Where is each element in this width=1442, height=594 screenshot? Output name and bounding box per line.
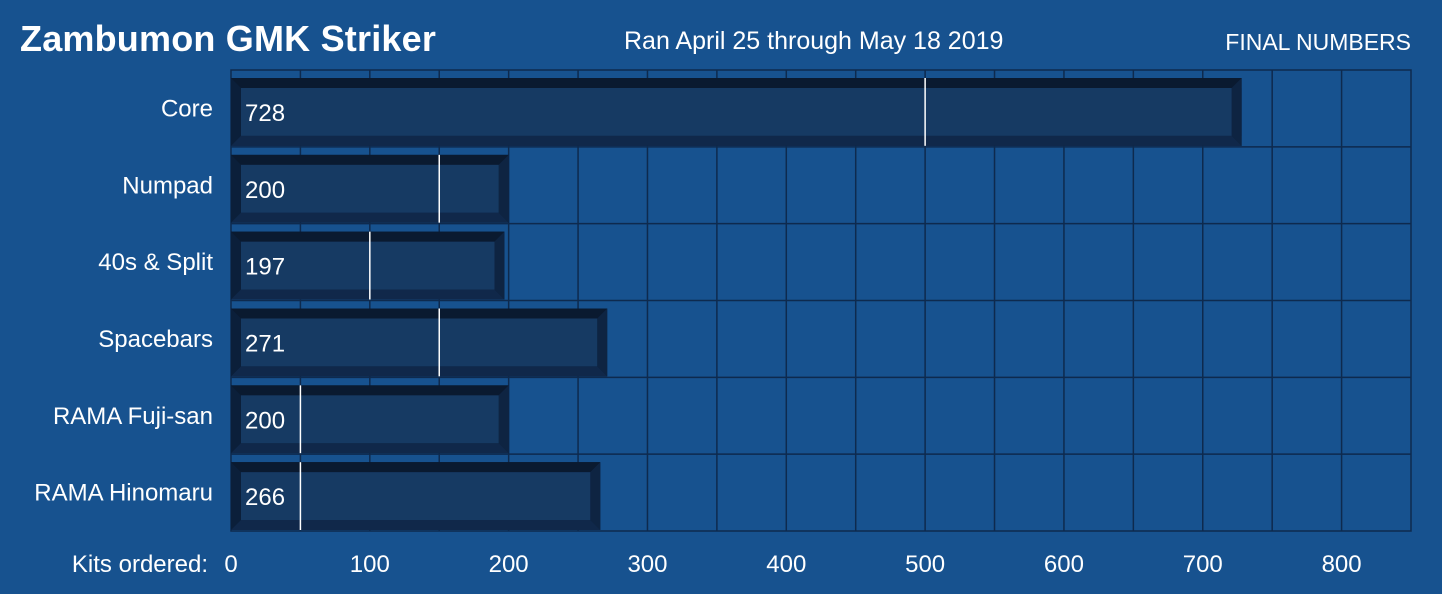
bar-face <box>241 241 495 290</box>
bar-bevel-right <box>590 462 601 530</box>
bar-value-label: 271 <box>245 330 285 357</box>
bar-bevel-right <box>494 231 505 300</box>
bar-bevel-right <box>498 154 509 223</box>
category-label: 40s & Split <box>98 249 213 276</box>
bar-value-label: 197 <box>245 254 285 281</box>
x-tick-label: 300 <box>627 551 667 578</box>
bar-bevel-bottom <box>231 135 1242 146</box>
chart-title: Zambumon GMK Striker <box>20 18 437 59</box>
bar-face <box>241 318 598 367</box>
x-tick-label: 100 <box>350 551 390 578</box>
x-tick-label: 800 <box>1322 551 1362 578</box>
bar-value-label: 200 <box>245 407 285 434</box>
x-tick-label: 500 <box>905 551 945 578</box>
bar-bevel-bottom <box>231 366 608 377</box>
bar-value-label: 266 <box>245 484 285 511</box>
bar-value-label: 200 <box>245 177 285 204</box>
x-tick-label: 600 <box>1044 551 1084 578</box>
category-label: Spacebars <box>98 326 213 353</box>
bar-face <box>241 472 591 520</box>
bar-bevel-right <box>498 385 509 454</box>
x-tick-label: 700 <box>1183 551 1223 578</box>
bar-bevel-bottom <box>231 212 509 223</box>
bar-face <box>241 164 499 213</box>
category-label: Numpad <box>122 172 213 199</box>
bar-value-label: 728 <box>245 100 285 127</box>
category-label: RAMA Fuji-san <box>53 403 213 430</box>
bar-bevel-right <box>1231 78 1242 146</box>
bar-bevel-top <box>231 154 509 165</box>
x-tick-label: 200 <box>489 551 529 578</box>
x-tick-label: 0 <box>224 551 237 578</box>
x-axis-title: Kits ordered: <box>72 551 208 578</box>
bar-bevel-bottom <box>231 520 601 530</box>
bar-bevel-top <box>231 462 601 473</box>
bar-bevel-top <box>231 308 608 319</box>
bar-bevel-top <box>231 231 505 242</box>
category-label: Core <box>161 95 213 122</box>
bar-face <box>241 395 499 444</box>
bar-bevel-top <box>231 385 509 396</box>
bar-bevel-right <box>597 308 608 377</box>
chart-subtitle: Ran April 25 through May 18 2019 <box>624 27 1004 55</box>
x-tick-label: 400 <box>766 551 806 578</box>
bar-bevel-bottom <box>231 443 509 454</box>
bar-bevel-bottom <box>231 289 505 300</box>
category-label: RAMA Hinomaru <box>34 480 213 507</box>
bar-face <box>241 88 1232 136</box>
status-label: FINAL NUMBERS <box>1225 29 1411 55</box>
bar-bevel-top <box>231 78 1242 88</box>
